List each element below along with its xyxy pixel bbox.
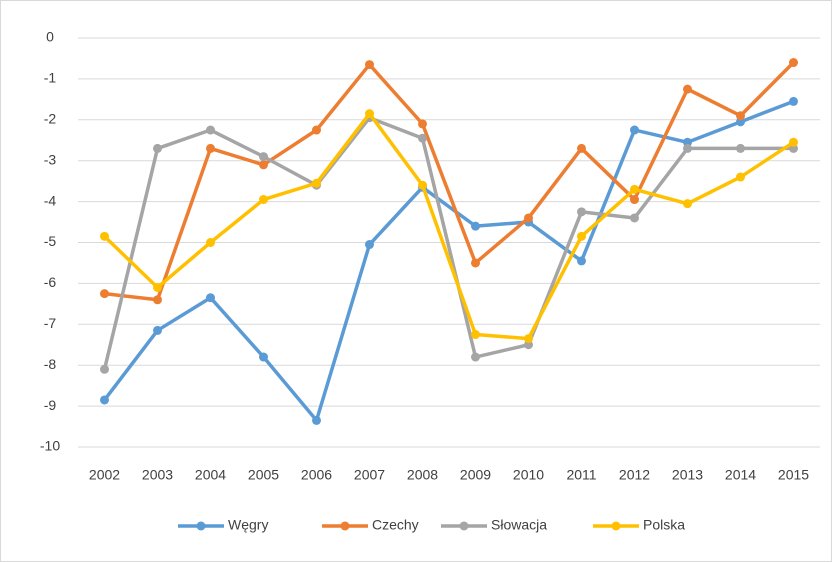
series-marker <box>153 143 162 153</box>
series-marker <box>259 195 268 205</box>
x-tick-label: 2005 <box>248 467 279 483</box>
series-marker <box>577 143 586 153</box>
series-marker <box>153 282 162 292</box>
series-marker <box>683 143 692 153</box>
series-marker <box>789 96 798 106</box>
series-marker <box>471 221 480 231</box>
x-tick-label: 2009 <box>460 467 491 483</box>
series-marker <box>524 334 533 344</box>
series-marker <box>471 258 480 268</box>
x-tick-label: 2014 <box>725 467 756 483</box>
x-tick-label: 2002 <box>89 467 120 483</box>
series-marker <box>683 199 692 209</box>
series-marker <box>418 180 427 190</box>
series-marker <box>471 330 480 340</box>
series-line <box>102 116 794 370</box>
y-tick-label: -7 <box>44 315 57 331</box>
series-marker <box>736 172 745 182</box>
legend-marker <box>611 521 621 531</box>
legend-marker <box>340 521 350 531</box>
legend-label: Czechy <box>372 517 419 533</box>
series-marker <box>365 60 374 70</box>
series-marker <box>206 238 215 247</box>
series-line <box>103 99 795 423</box>
y-tick-label: -5 <box>44 233 57 249</box>
y-tick-label: -4 <box>44 192 57 208</box>
series-marker <box>630 195 639 205</box>
series-line <box>103 111 795 341</box>
x-tick-label: 2013 <box>672 467 703 483</box>
legend-label: Słowacja <box>491 517 547 533</box>
series-marker <box>312 178 321 188</box>
x-tick-label: 2011 <box>566 467 596 483</box>
y-tick-label: -8 <box>44 356 57 372</box>
series-marker <box>630 125 639 135</box>
series-marker <box>418 133 427 143</box>
series-line <box>104 61 795 302</box>
series-marker <box>789 137 798 147</box>
series-marker <box>630 184 639 194</box>
series-marker <box>418 119 427 129</box>
series-marker <box>206 125 215 135</box>
y-tick-label: -3 <box>44 151 57 167</box>
x-tick-label: 2015 <box>778 467 809 483</box>
series-marker <box>630 213 639 223</box>
series-marker <box>153 325 162 335</box>
y-tick-label: -6 <box>44 274 57 290</box>
series-marker <box>736 111 745 121</box>
y-tick-label: 0 <box>46 29 54 45</box>
series-marker <box>100 231 109 241</box>
series-marker <box>259 160 268 170</box>
series-marker <box>365 109 374 119</box>
legend-label: Polska <box>643 517 685 533</box>
x-tick-label: 2003 <box>142 467 173 483</box>
legend-marker <box>196 521 206 531</box>
y-tick-label: -2 <box>44 111 57 127</box>
series-marker <box>206 293 215 303</box>
series-marker <box>100 289 109 299</box>
x-tick-label: 2006 <box>301 467 332 483</box>
x-tick-label: 2004 <box>195 467 226 483</box>
series-marker <box>312 415 321 425</box>
series-marker <box>259 352 268 362</box>
series-marker <box>683 84 692 94</box>
y-tick-label: -9 <box>44 397 57 413</box>
series-marker <box>736 143 745 153</box>
x-tick-label: 2012 <box>619 467 650 483</box>
series-marker <box>471 352 480 362</box>
series-marker <box>789 58 798 68</box>
series-marker <box>153 295 162 305</box>
series-marker <box>365 240 374 250</box>
legend-label: Węgry <box>228 517 268 533</box>
series-marker <box>577 231 586 241</box>
legend-marker <box>459 521 469 531</box>
y-tick-label: -10 <box>40 438 60 454</box>
series-marker <box>100 395 109 405</box>
series-marker <box>100 364 109 374</box>
x-tick-label: 2007 <box>354 467 385 483</box>
series-marker <box>577 256 586 266</box>
y-tick-label: -1 <box>44 70 57 86</box>
series-marker <box>206 143 215 153</box>
series-marker <box>524 213 533 223</box>
series-marker <box>259 152 268 162</box>
x-tick-label: 2008 <box>407 467 438 483</box>
x-tick-label: 2010 <box>513 467 544 483</box>
series-marker <box>577 207 586 217</box>
series-marker <box>312 125 321 135</box>
